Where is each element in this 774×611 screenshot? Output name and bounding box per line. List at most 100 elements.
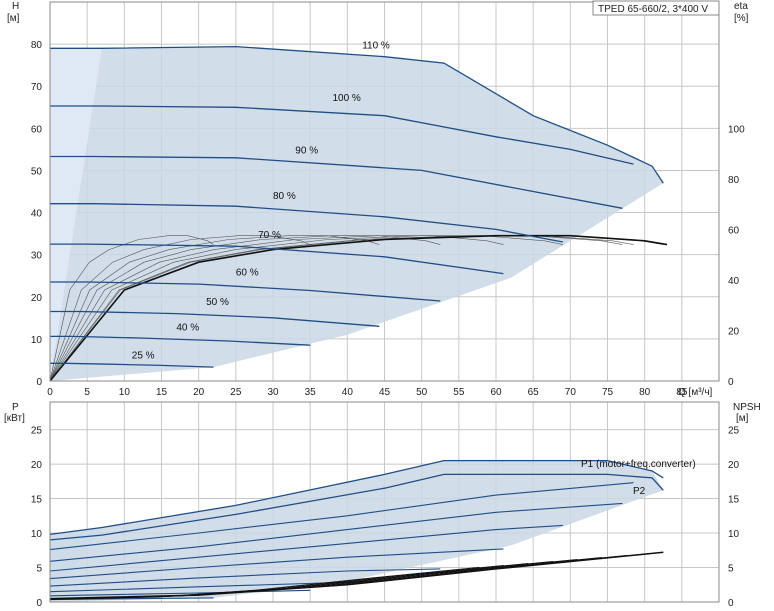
power-curve-60 bbox=[49, 568, 441, 587]
right-tick-label: 0 bbox=[728, 598, 734, 609]
head-curve-label: 40 % bbox=[176, 322, 199, 333]
y-tick-label: 10 bbox=[31, 529, 43, 540]
top-right-axis-title: eta bbox=[734, 1, 748, 12]
head-efficiency-panel: 110 % 100 % 90 % 80 % 70 % 60 % 50 % 40 % 25 % 0 1… bbox=[31, 1, 745, 398]
head-curve-label: 110 % bbox=[362, 40, 390, 51]
x-tick-label: 40 bbox=[342, 387, 354, 398]
head-curve-25 bbox=[50, 362, 214, 368]
operating-envelope bbox=[50, 46, 664, 381]
y-tick-label: 60 bbox=[31, 124, 43, 135]
x-tick-label: 60 bbox=[490, 387, 502, 398]
power-curve-P2 bbox=[49, 473, 664, 541]
chart-title: TPED 65-660/2, 3*400 V bbox=[598, 4, 708, 15]
y-tick-label: 25 bbox=[31, 426, 43, 437]
y-tick-label: 80 bbox=[31, 40, 43, 51]
x-tick-label: 45 bbox=[379, 387, 391, 398]
power-curve-90 bbox=[49, 502, 623, 562]
x-tick-label: 30 bbox=[267, 387, 279, 398]
power-curve-70 bbox=[49, 548, 504, 580]
efficiency-curve-70 bbox=[49, 235, 504, 382]
top-x-axis-title: Q [м³/ч] bbox=[678, 387, 713, 398]
y-tick-label: 0 bbox=[36, 377, 42, 388]
x-tick-label: 20 bbox=[193, 387, 205, 398]
head-curve-label: 90 % bbox=[295, 146, 318, 157]
right-tick-label: 20 bbox=[728, 460, 740, 471]
power-curve-100 bbox=[49, 482, 634, 551]
x-tick-label: 15 bbox=[156, 387, 168, 398]
right-tick-label: 0 bbox=[728, 377, 734, 388]
power-curve-40 bbox=[49, 589, 311, 597]
npsh-curve-main bbox=[49, 551, 664, 600]
head-curve-label: 80 % bbox=[273, 191, 296, 202]
head-curve-label: 100 % bbox=[332, 93, 360, 104]
power-curve-P1motorfreqconverter bbox=[49, 459, 664, 536]
plot-frame bbox=[49, 401, 720, 603]
head-curve-60 bbox=[50, 281, 441, 302]
head-curve-label: 50 % bbox=[206, 297, 229, 308]
y-tick-label: 10 bbox=[31, 335, 43, 346]
bottom-y-axis-title: P bbox=[12, 402, 19, 413]
x-tick-label: 25 bbox=[230, 387, 242, 398]
low-flow-zone-overlay bbox=[50, 48, 102, 382]
right-tick-label: 25 bbox=[728, 426, 740, 437]
head-curve-80 bbox=[50, 203, 564, 243]
y-tick-label: 40 bbox=[31, 209, 43, 220]
plot-frame bbox=[49, 1, 720, 382]
head-curve-label: 25 % bbox=[132, 351, 155, 362]
right-tick-label: 5 bbox=[728, 564, 734, 575]
y-tick-label: 20 bbox=[31, 293, 43, 304]
efficiency-curve-main bbox=[49, 234, 668, 382]
y-tick-label: 70 bbox=[31, 82, 43, 93]
head-curve-40 bbox=[50, 335, 311, 346]
power-npsh-panel: 0 5 10 15 20 25 0 5 10 15 20 25 bbox=[31, 401, 740, 609]
head-curve-50 bbox=[50, 310, 380, 327]
head-curve-100 bbox=[50, 105, 634, 165]
y-tick-label: 30 bbox=[31, 251, 43, 262]
x-tick-label: 0 bbox=[47, 387, 53, 398]
p1-series-label: P1 (motor+freq.converter) bbox=[581, 459, 696, 470]
power-curve-80 bbox=[49, 524, 563, 572]
y-tick-label: 5 bbox=[36, 564, 42, 575]
right-tick-label: 60 bbox=[728, 225, 740, 236]
y-tick-label: 0 bbox=[36, 598, 42, 609]
efficiency-curve-40 bbox=[49, 235, 311, 382]
x-tick-label: 50 bbox=[416, 387, 428, 398]
top-right-axis-unit: [%] bbox=[734, 13, 749, 24]
y-tick-label: 15 bbox=[31, 495, 43, 506]
right-tick-label: 40 bbox=[728, 276, 740, 287]
y-tick-label: 20 bbox=[31, 460, 43, 471]
right-tick-label: 100 bbox=[728, 124, 745, 135]
efficiency-curve-50 bbox=[49, 235, 380, 382]
x-tick-label: 10 bbox=[119, 387, 131, 398]
head-curve-label: 70 % bbox=[258, 230, 281, 241]
efficiency-curve-90 bbox=[49, 235, 623, 382]
top-y-axis-unit: [м] bbox=[7, 13, 20, 24]
x-tick-label: 80 bbox=[639, 387, 651, 398]
y-tick-label: 50 bbox=[31, 166, 43, 177]
right-tick-label: 20 bbox=[728, 326, 740, 337]
top-y-axis-title: H bbox=[12, 1, 19, 12]
x-tick-label: 55 bbox=[453, 387, 465, 398]
x-tick-label: 75 bbox=[602, 387, 614, 398]
efficiency-curve-80 bbox=[49, 235, 563, 382]
right-tick-label: 80 bbox=[728, 175, 740, 186]
bottom-right-axis-title: NPSH bbox=[733, 402, 761, 413]
p2-series-label: P2 bbox=[633, 486, 646, 497]
bottom-y-axis-unit: [кВт] bbox=[4, 413, 25, 424]
right-tick-label: 15 bbox=[728, 495, 740, 506]
efficiency-curve-25 bbox=[49, 235, 214, 382]
head-curve-70 bbox=[50, 243, 504, 275]
title-box bbox=[592, 0, 720, 16]
x-tick-label: 85 bbox=[676, 387, 688, 398]
x-tick-label: 35 bbox=[305, 387, 317, 398]
head-curve-110 bbox=[50, 45, 664, 184]
head-curve-90 bbox=[50, 155, 623, 209]
right-tick-label: 10 bbox=[728, 529, 740, 540]
bottom-right-axis-unit: [м] bbox=[736, 413, 749, 424]
head-curve-label: 60 % bbox=[236, 268, 259, 279]
x-tick-label: 70 bbox=[565, 387, 577, 398]
x-tick-label: 5 bbox=[84, 387, 90, 398]
power-curve-25 bbox=[49, 597, 214, 601]
x-tick-label: 65 bbox=[528, 387, 540, 398]
